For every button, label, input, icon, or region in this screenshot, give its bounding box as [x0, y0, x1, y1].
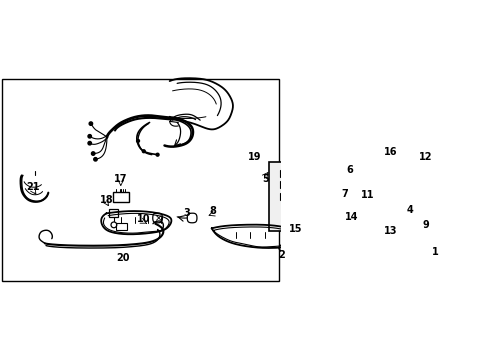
Text: 13: 13: [384, 226, 397, 235]
Text: 18: 18: [100, 194, 113, 204]
Circle shape: [282, 213, 285, 216]
Text: 8: 8: [209, 206, 216, 216]
Circle shape: [94, 158, 97, 161]
Text: 4: 4: [406, 205, 412, 215]
Bar: [416, 216, 423, 221]
Text: 9: 9: [421, 220, 428, 230]
Circle shape: [282, 223, 285, 226]
Text: 14: 14: [345, 212, 358, 222]
Bar: [380, 164, 387, 168]
Bar: [279, 170, 287, 176]
Text: 16: 16: [384, 147, 397, 157]
Bar: [416, 196, 423, 201]
Bar: [268, 162, 305, 231]
Text: 17: 17: [114, 174, 127, 184]
Circle shape: [282, 218, 285, 221]
Text: 7: 7: [341, 189, 348, 199]
Text: 20: 20: [116, 253, 130, 263]
Text: 15: 15: [288, 225, 302, 234]
Circle shape: [156, 153, 159, 156]
Text: 11: 11: [361, 190, 374, 200]
Bar: [116, 223, 126, 230]
Bar: [113, 192, 128, 202]
Circle shape: [88, 135, 91, 138]
Bar: [279, 193, 287, 199]
Circle shape: [91, 152, 95, 155]
Circle shape: [142, 150, 145, 153]
Circle shape: [88, 141, 91, 145]
Bar: [410, 162, 417, 166]
Text: 19: 19: [247, 152, 261, 162]
Text: 3: 3: [183, 208, 190, 219]
Bar: [410, 141, 417, 146]
Circle shape: [282, 204, 285, 207]
Circle shape: [364, 213, 367, 216]
Circle shape: [136, 139, 139, 142]
Text: 5: 5: [262, 174, 268, 184]
Text: 21: 21: [26, 182, 40, 192]
Text: 10: 10: [137, 214, 150, 224]
Bar: [109, 209, 118, 217]
Circle shape: [89, 122, 92, 125]
Text: 6: 6: [346, 165, 352, 175]
Text: 12: 12: [418, 152, 431, 162]
Bar: [380, 144, 387, 149]
Circle shape: [282, 209, 285, 212]
Bar: [279, 181, 287, 188]
Text: 1: 1: [430, 247, 437, 257]
Text: 2: 2: [278, 250, 285, 260]
